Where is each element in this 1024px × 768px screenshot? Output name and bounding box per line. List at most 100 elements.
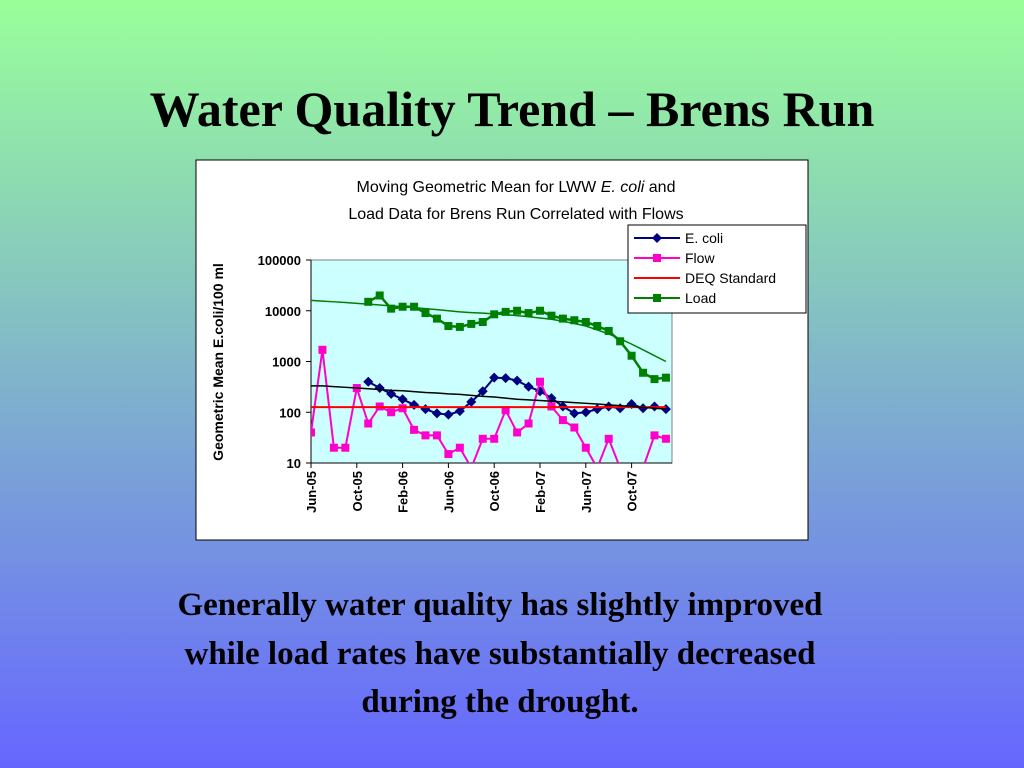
marker <box>513 306 522 315</box>
marker <box>477 386 488 397</box>
trend-line <box>311 299 667 363</box>
marker <box>387 408 396 417</box>
marker <box>580 407 591 418</box>
chart-title-part: and <box>649 179 676 196</box>
caption-line: during the drought. <box>361 684 638 720</box>
marker <box>454 406 465 417</box>
marker <box>311 428 315 437</box>
marker <box>397 394 408 405</box>
marker <box>570 316 579 325</box>
marker <box>523 381 534 392</box>
marker <box>661 373 670 382</box>
marker <box>421 431 430 440</box>
chart-title-part: Moving Geometric Mean for LWW <box>357 179 598 196</box>
legend-marker <box>653 294 661 302</box>
marker <box>318 345 327 354</box>
marker <box>570 423 579 432</box>
marker <box>489 372 500 383</box>
chart-title-italic: E. coli <box>601 179 645 196</box>
marker <box>374 383 385 394</box>
marker <box>466 396 477 407</box>
marker <box>455 322 464 331</box>
marker <box>558 314 567 323</box>
x-tick-label: Oct-06 <box>487 471 502 511</box>
marker <box>364 419 373 428</box>
marker <box>661 434 670 443</box>
legend-marker <box>653 254 661 262</box>
marker <box>490 434 499 443</box>
marker <box>616 337 625 346</box>
marker <box>650 375 659 384</box>
slide-title: Water Quality Trend – Brens Run <box>150 81 875 137</box>
legend-marker <box>652 233 662 243</box>
marker <box>329 443 338 452</box>
legend-label: Load <box>685 290 716 306</box>
plot-area <box>310 259 673 464</box>
marker <box>536 306 544 315</box>
marker <box>639 368 648 377</box>
marker <box>569 408 580 419</box>
marker <box>627 351 636 360</box>
marker <box>478 434 487 443</box>
x-tick-label: Jun-06 <box>441 471 456 513</box>
y-tick-label: 10 <box>287 456 301 471</box>
legend-label: E. coli <box>685 230 723 246</box>
y-tick-label: 10000 <box>265 304 301 319</box>
y-tick-label: 100 <box>279 405 301 420</box>
legend-label: Flow <box>685 250 715 266</box>
marker <box>501 406 510 415</box>
x-tick-label: Oct-05 <box>350 471 365 511</box>
marker <box>410 302 419 311</box>
marker <box>363 376 374 387</box>
marker <box>501 307 510 316</box>
marker <box>536 377 544 386</box>
marker <box>432 431 441 440</box>
x-tick-label: Jun-05 <box>304 471 319 513</box>
marker <box>604 434 613 443</box>
marker <box>524 309 533 318</box>
marker <box>410 425 419 434</box>
trend-line <box>311 385 667 410</box>
marker <box>387 304 396 313</box>
marker <box>341 443 350 452</box>
x-tick-label: Feb-06 <box>396 471 411 513</box>
marker <box>604 326 613 335</box>
marker <box>364 297 373 306</box>
x-tick-label: Feb-07 <box>533 471 548 513</box>
chart-title: Moving Geometric Mean for LWW E. coli an… <box>357 179 676 196</box>
marker <box>650 431 659 440</box>
y-tick-label: 1000 <box>272 355 301 370</box>
marker <box>500 373 511 384</box>
marker <box>581 318 590 327</box>
caption-line: Generally water quality has slightly imp… <box>177 587 822 623</box>
marker <box>421 309 430 318</box>
x-tick-label: Oct-07 <box>625 471 640 511</box>
marker <box>375 291 384 300</box>
y-tick-label: 100000 <box>258 253 301 268</box>
caption-line: while load rates have substantially decr… <box>185 636 816 672</box>
marker <box>478 318 487 327</box>
marker <box>386 388 397 399</box>
x-tick-label: Jun-07 <box>579 471 594 513</box>
marker <box>581 443 590 452</box>
marker <box>443 409 454 420</box>
marker <box>593 322 602 331</box>
marker <box>398 404 407 413</box>
marker <box>558 416 567 425</box>
marker <box>547 311 556 320</box>
marker <box>431 408 442 419</box>
marker <box>444 322 453 331</box>
plot-series <box>311 291 671 463</box>
marker <box>524 419 533 428</box>
chart-title-line2: Load Data for Brens Run Correlated with … <box>348 206 683 223</box>
marker <box>638 403 649 414</box>
marker <box>444 450 453 459</box>
marker <box>513 428 522 437</box>
y-axis-label: Geometric Mean E.coli/100 ml <box>210 263 226 461</box>
marker <box>467 319 476 328</box>
legend-label: DEQ Standard <box>685 270 776 286</box>
marker <box>432 314 441 323</box>
marker <box>455 443 464 452</box>
